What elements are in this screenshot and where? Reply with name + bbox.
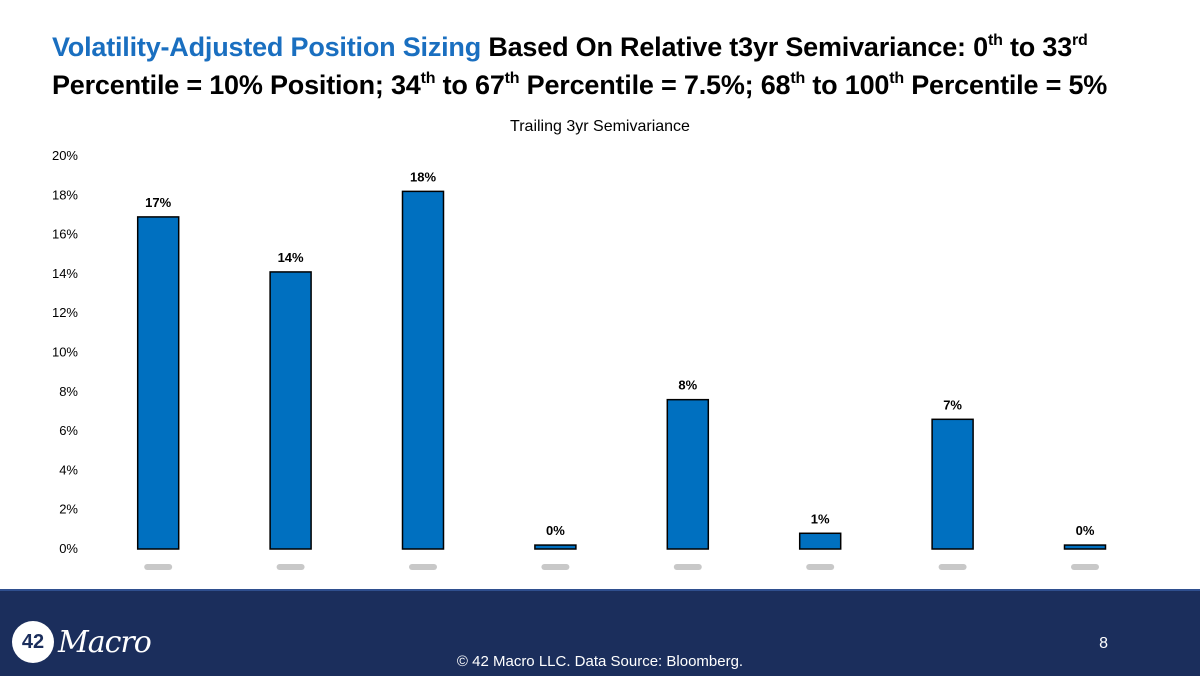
- data-label: 0%: [1076, 523, 1095, 538]
- footer: 42 Macro © 42 Macro LLC. Data Source: Bl…: [0, 589, 1200, 676]
- y-axis: 0% 2% 4% 6% 8% 10% 12% 14% 16% 18% 20%: [52, 148, 78, 556]
- title-text: Based On Relative t3yr Semivariance: 0: [481, 32, 988, 62]
- x-tick-label: [1071, 564, 1099, 570]
- logo-wordmark: Macro: [58, 624, 152, 660]
- copyright-text: © 42 Macro LLC. Data Source: Bloomberg.: [456, 653, 744, 670]
- title-sup: th: [790, 70, 806, 87]
- company-logo: 42 Macro: [12, 621, 152, 663]
- y-tick-label: 14%: [52, 266, 78, 281]
- y-tick-label: 4%: [59, 462, 78, 477]
- bar: [1063, 544, 1107, 550]
- data-label: 18%: [410, 169, 436, 184]
- slide-title: Volatility-Adjusted Position Sizing Base…: [52, 28, 1162, 104]
- x-tick-label: [409, 564, 437, 570]
- y-tick-label: 16%: [52, 227, 78, 242]
- title-sup: th: [420, 70, 436, 87]
- x-tick-label: [276, 564, 305, 570]
- title-text: to 33: [1002, 32, 1073, 62]
- page-number: 8: [1099, 635, 1108, 652]
- title-text: to 100: [805, 70, 890, 100]
- title-text: Percentile = 10% Position; 34: [52, 70, 421, 100]
- title-text: Percentile = 7.5%; 68: [519, 70, 791, 100]
- x-tick-label: [541, 564, 570, 570]
- y-tick-label: 0%: [59, 541, 78, 556]
- y-tick-label: 2%: [59, 502, 78, 517]
- chart-title: Trailing 3yr Semivariance: [510, 118, 690, 135]
- bar: [666, 398, 710, 550]
- bar-chart: 0%2%4%6%8%10%12%14%16%18%20% 17%14%18%0%…: [52, 148, 1107, 570]
- data-label: 14%: [278, 250, 304, 265]
- bar: [401, 190, 445, 550]
- bar: [931, 418, 974, 550]
- data-label: 0%: [546, 523, 565, 538]
- x-tick-label: [938, 564, 967, 570]
- logo-badge: 42: [12, 621, 54, 663]
- title-sup: th: [889, 70, 904, 87]
- y-tick-label: 12%: [52, 305, 78, 320]
- x-tick-label: [806, 564, 835, 570]
- data-label: 17%: [145, 195, 171, 210]
- data-labels: 17% 14% 18% 0% 8% 1% 7% 0%: [145, 169, 1095, 538]
- title-text: to 67: [435, 70, 505, 100]
- bar: [269, 271, 312, 550]
- x-tick-label: [144, 564, 173, 570]
- x-axis: [144, 564, 1099, 570]
- y-tick-label: 8%: [59, 384, 78, 399]
- bars: [136, 190, 1107, 550]
- data-label: 7%: [943, 397, 962, 412]
- y-tick-label: 20%: [52, 148, 78, 163]
- y-tick-label: 10%: [52, 345, 78, 360]
- title-text: Percentile = 5%: [903, 70, 1108, 100]
- title-sup: th: [504, 70, 520, 87]
- x-tick-label: [673, 564, 702, 570]
- y-tick-label: 18%: [52, 187, 78, 202]
- y-tick-label: 6%: [59, 423, 78, 438]
- bar: [136, 216, 180, 550]
- bar: [534, 544, 577, 550]
- title-highlight: Volatility-Adjusted Position Sizing: [52, 32, 482, 62]
- title-sup: rd: [1072, 32, 1088, 49]
- bar: [798, 532, 842, 550]
- title-sup: th: [987, 32, 1003, 49]
- data-label: 8%: [678, 378, 697, 393]
- data-label: 1%: [811, 511, 830, 526]
